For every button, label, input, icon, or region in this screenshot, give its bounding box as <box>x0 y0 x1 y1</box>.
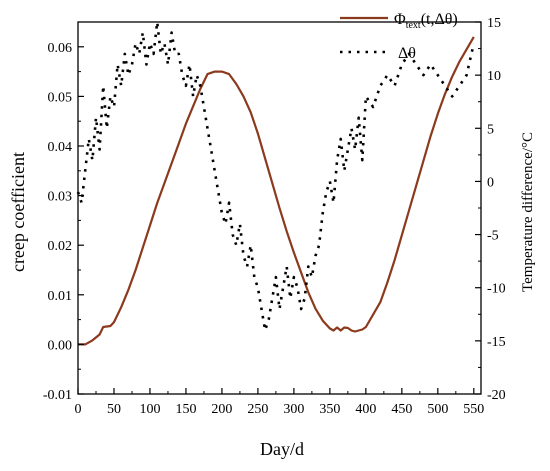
x-tick-label: 400 <box>355 402 376 417</box>
y-right-tick-label: -10 <box>487 282 506 297</box>
y-right-tick-label: 10 <box>487 69 501 84</box>
x-tick-label: 200 <box>211 402 232 417</box>
y-right-tick-label: -20 <box>487 388 506 403</box>
y-tick-label: 0.02 <box>48 239 73 254</box>
axes-layer: 0 50 100 150 200 250 300 350 400 450 500 550-0.010.… <box>43 16 506 417</box>
x-tick-label: 150 <box>175 402 196 417</box>
y-right-tick-label: 0 <box>487 175 494 190</box>
y-axis-title-right: Temperature difference/°C <box>520 132 536 292</box>
y-axis-title-left: creep coefficient <box>8 152 28 272</box>
x-tick-label: 300 <box>283 402 304 417</box>
y-tick-label: 0.06 <box>48 41 73 56</box>
series-line-temp-diff <box>76 20 476 332</box>
legend-label-temp-diff: Δθ <box>398 45 416 62</box>
y-tick-label: 0.05 <box>48 90 73 105</box>
series-line-creep <box>78 36 475 346</box>
y-right-tick-label: -15 <box>487 335 506 350</box>
x-tick-label: 0 <box>75 402 82 417</box>
legend: Φtext(t,Δθ) Δθ <box>340 11 458 62</box>
y-right-tick-label: -5 <box>487 229 499 244</box>
x-tick-label: 500 <box>427 402 448 417</box>
x-tick-label: 100 <box>139 402 160 417</box>
x-tick-label: 50 <box>107 402 121 417</box>
x-tick-label: 250 <box>247 402 268 417</box>
y-tick-label: 0.01 <box>48 289 73 304</box>
series-layer <box>76 20 476 346</box>
y-tick-label: 0.03 <box>48 190 73 205</box>
y-right-tick-label: 5 <box>487 122 494 137</box>
legend-label-creep: Φtext(t,Δθ) <box>394 11 458 31</box>
y-tick-label: 0.00 <box>48 338 73 353</box>
y-right-tick-label: 15 <box>487 16 501 31</box>
y-tick-label: -0.01 <box>43 388 72 403</box>
x-axis-title: Day/d <box>260 439 304 459</box>
x-tick-label: 450 <box>391 402 412 417</box>
x-tick-label: 550 <box>463 402 484 417</box>
x-tick-label: 350 <box>319 402 340 417</box>
y-tick-label: 0.04 <box>48 140 73 155</box>
